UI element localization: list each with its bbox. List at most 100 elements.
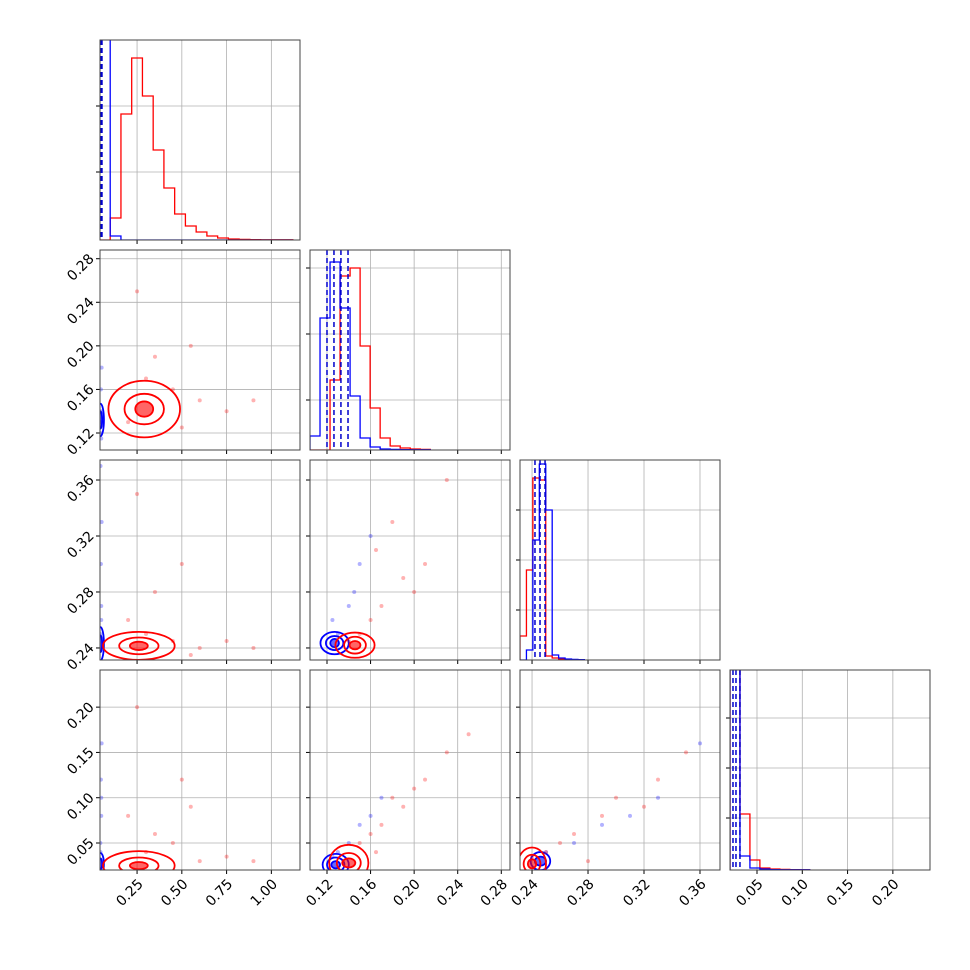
scatter-point (423, 561, 428, 566)
scatter-point (379, 603, 384, 608)
scatter-point (423, 777, 428, 782)
scatter-point (197, 398, 202, 403)
scatter-point (135, 289, 140, 294)
scatter-point (100, 520, 104, 525)
scatter-point (600, 822, 605, 827)
scatter-point (390, 520, 395, 525)
scatter-point (100, 617, 104, 622)
scatter-point (188, 804, 193, 809)
panel-frame (519, 669, 721, 871)
contour (522, 853, 542, 870)
scatter-point (100, 841, 103, 846)
scatter-point (412, 786, 417, 791)
contour (118, 856, 160, 870)
contour (325, 635, 345, 651)
scatter-point (401, 575, 406, 580)
panel-frame (99, 39, 301, 241)
y-tick-label: 0.28 (64, 584, 97, 617)
scatter-point (126, 813, 131, 818)
y-tick-label: 0.20 (64, 699, 97, 732)
scatter-point (357, 841, 362, 846)
panel-content (310, 250, 431, 450)
scatter-point (126, 420, 131, 425)
contour (129, 861, 149, 870)
scatter-point (179, 425, 184, 430)
scatter-point (379, 795, 384, 800)
x-tick-label: 1.00 (248, 876, 281, 909)
scatter-point (197, 859, 202, 864)
y-tick-label: 0.10 (64, 790, 97, 823)
x-tick-label: 0.36 (676, 876, 709, 909)
y-tick-label: 0.24 (64, 640, 97, 673)
scatter-point (170, 841, 175, 846)
scatter-point (586, 859, 591, 864)
panel-frame (99, 669, 301, 871)
scatter-point (197, 645, 202, 650)
contour (118, 636, 160, 656)
histogram-step (100, 40, 293, 240)
x-tick-label: 0.32 (620, 876, 653, 909)
scatter-point (152, 589, 157, 594)
scatter-point (100, 741, 104, 746)
scatter-point (357, 561, 362, 566)
scatter-point (188, 652, 193, 657)
panel-frame (99, 249, 301, 451)
x-tick-label: 0.28 (478, 876, 511, 909)
contour (520, 846, 547, 870)
scatter-point (100, 777, 103, 782)
panel-frame (729, 669, 931, 871)
contour (526, 858, 538, 870)
panel-content (100, 464, 256, 660)
scatter-point (188, 343, 193, 348)
contour (123, 392, 165, 426)
scatter-point (100, 436, 104, 441)
contour (334, 631, 376, 659)
y-tick-label: 0.20 (64, 338, 97, 371)
contour (107, 379, 181, 439)
scatter-point (224, 409, 229, 414)
scatter-point (655, 795, 660, 800)
y-tick-label: 0.24 (64, 295, 97, 328)
scatter-point (655, 777, 660, 782)
scatter-point (100, 365, 104, 370)
panel-content (520, 741, 702, 870)
panel-content (520, 460, 586, 660)
scatter-point (466, 732, 471, 737)
y-tick-label: 0.36 (64, 472, 97, 505)
scatter-point (251, 859, 256, 864)
scatter-point (179, 561, 184, 566)
panel-frame (309, 249, 511, 451)
y-tick-label: 0.15 (64, 745, 97, 778)
scatter-point (224, 854, 229, 859)
panel-content (100, 705, 256, 870)
x-tick-label: 0.05 (733, 876, 766, 909)
scatter-point (100, 464, 103, 469)
scatter-point (544, 850, 549, 855)
scatter-point (330, 617, 335, 622)
scatter-point (572, 831, 577, 836)
histogram-step (730, 670, 811, 870)
scatter-point (628, 813, 633, 818)
contour (328, 843, 370, 870)
histogram-step (730, 670, 811, 870)
scatter-point (401, 804, 406, 809)
histogram-step (100, 57, 294, 240)
contour (341, 857, 357, 869)
scatter-point (368, 533, 373, 538)
scatter-point (251, 398, 256, 403)
scatter-point (357, 822, 362, 827)
y-tick-label: 0.16 (64, 382, 97, 415)
scatter-point (346, 603, 351, 608)
x-tick-label: 0.24 (434, 876, 467, 909)
panel-frame (309, 669, 511, 871)
contour (102, 850, 176, 870)
scatter-point (444, 750, 449, 755)
histogram-step (520, 463, 586, 660)
panel-content (730, 670, 811, 870)
x-tick-label: 0.16 (347, 876, 380, 909)
panel-content (321, 732, 471, 870)
scatter-point (368, 617, 373, 622)
scatter-point (697, 741, 702, 746)
x-tick-label: 0.15 (824, 876, 857, 909)
